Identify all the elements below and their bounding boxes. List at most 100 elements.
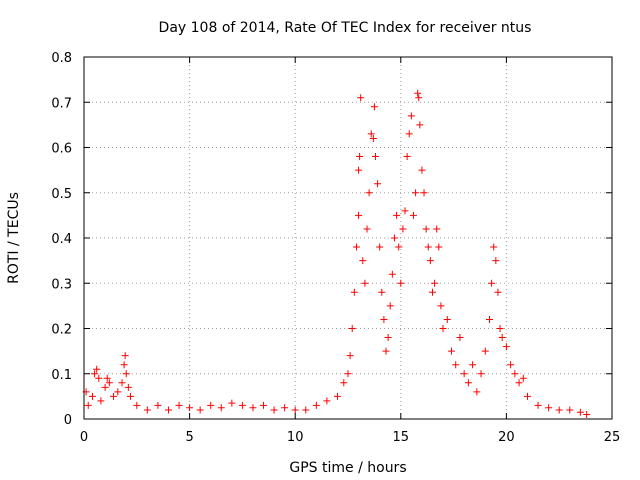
y-tick-label: 0.1 xyxy=(51,368,72,383)
data-point xyxy=(418,166,426,174)
data-point xyxy=(435,243,443,251)
data-point xyxy=(196,406,204,414)
data-point xyxy=(492,257,500,265)
data-point xyxy=(390,234,398,242)
data-point xyxy=(422,225,430,233)
data-point xyxy=(121,352,129,360)
data-point xyxy=(583,410,591,418)
data-point xyxy=(433,225,441,233)
data-point xyxy=(490,243,498,251)
data-point xyxy=(374,180,382,188)
data-point xyxy=(414,89,422,97)
data-point xyxy=(105,379,113,387)
data-point xyxy=(481,347,489,355)
data-point xyxy=(452,361,460,369)
data-point xyxy=(84,401,92,409)
data-point xyxy=(428,288,436,296)
y-tick-label: 0.7 xyxy=(51,96,72,111)
data-point xyxy=(403,153,411,161)
data-point xyxy=(439,325,447,332)
data-point xyxy=(346,352,354,360)
data-point xyxy=(238,401,246,409)
data-point xyxy=(114,388,122,396)
data-point xyxy=(496,325,504,332)
y-axis-title: ROTI / TECUs xyxy=(6,192,22,284)
data-point xyxy=(154,401,162,409)
data-point xyxy=(498,334,506,342)
data-point xyxy=(323,397,331,405)
data-point xyxy=(399,225,407,233)
data-point xyxy=(469,361,477,369)
y-tick-label: 0.6 xyxy=(51,142,72,157)
data-point xyxy=(120,361,128,369)
data-point xyxy=(384,334,392,342)
data-point xyxy=(380,315,388,323)
data-point xyxy=(545,404,553,412)
data-point xyxy=(388,270,396,278)
data-point xyxy=(164,406,172,414)
y-tick-label: 0.4 xyxy=(51,232,72,247)
data-point xyxy=(302,406,310,414)
data-point xyxy=(367,130,375,138)
data-point xyxy=(357,94,365,102)
data-point xyxy=(405,130,413,138)
data-point xyxy=(103,374,111,382)
data-point xyxy=(443,315,451,323)
data-point xyxy=(270,406,278,414)
data-point xyxy=(333,392,341,400)
data-point xyxy=(412,189,420,197)
x-tick-label: 15 xyxy=(393,430,410,445)
data-point xyxy=(515,379,523,387)
y-tick-label: 0.5 xyxy=(51,187,72,202)
x-axis-title: GPS time / hours xyxy=(289,460,406,476)
y-tick-label: 0 xyxy=(64,413,72,428)
data-point xyxy=(228,399,236,407)
data-point xyxy=(431,279,439,287)
data-point xyxy=(124,383,132,391)
data-point xyxy=(88,392,96,400)
data-point xyxy=(464,379,472,387)
data-point xyxy=(424,243,432,251)
data-point xyxy=(486,315,494,323)
data-point xyxy=(382,347,390,355)
data-point xyxy=(488,279,496,287)
data-point xyxy=(281,404,289,412)
data-point xyxy=(555,406,563,414)
data-point xyxy=(393,211,401,219)
data-point xyxy=(352,243,360,251)
data-point xyxy=(217,404,225,412)
data-point xyxy=(133,401,141,409)
data-point xyxy=(344,370,352,378)
data-point xyxy=(420,189,428,197)
data-point xyxy=(186,404,194,412)
y-tick-label: 0.3 xyxy=(51,277,72,292)
data-point xyxy=(365,189,373,197)
data-point xyxy=(576,408,584,416)
data-point xyxy=(175,401,183,409)
data-point xyxy=(348,325,356,332)
data-point xyxy=(407,112,415,120)
data-point xyxy=(437,302,445,310)
data-point xyxy=(260,401,268,409)
data-point xyxy=(363,225,371,233)
data-point xyxy=(207,401,215,409)
x-tick-label: 0 xyxy=(80,430,88,445)
data-point xyxy=(110,392,118,400)
data-point xyxy=(534,401,542,409)
data-point xyxy=(415,94,423,102)
data-point xyxy=(426,257,434,265)
data-point xyxy=(494,288,502,296)
data-point xyxy=(91,370,99,378)
data-point xyxy=(340,379,348,387)
data-point xyxy=(371,153,379,161)
data-point xyxy=(376,243,384,251)
data-point xyxy=(93,365,101,373)
data-point xyxy=(507,361,515,369)
data-point xyxy=(409,211,417,219)
chart-title: Day 108 of 2014, Rate Of TEC Index for r… xyxy=(159,20,532,36)
data-point xyxy=(477,370,485,378)
data-point xyxy=(355,166,363,174)
data-point xyxy=(350,288,358,296)
data-point xyxy=(356,153,364,161)
